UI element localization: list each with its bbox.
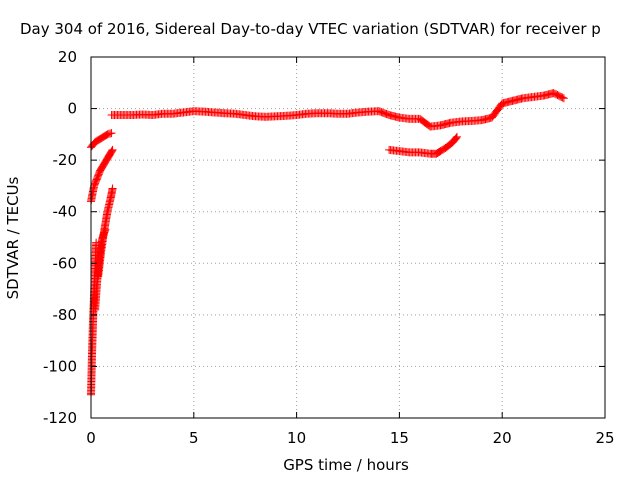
data-point — [434, 148, 443, 157]
y-tick-label: 20 — [58, 48, 77, 66]
data-point — [107, 146, 116, 155]
data-point — [452, 132, 461, 141]
data-point — [107, 147, 116, 156]
data-point — [451, 134, 460, 143]
y-tick-label: -20 — [53, 151, 78, 169]
data-series — [87, 89, 568, 399]
plot-frame — [90, 56, 606, 419]
x-tick-label: 5 — [189, 429, 199, 447]
x-tick-label: 15 — [390, 429, 409, 447]
data-point — [452, 133, 461, 142]
data-point — [559, 94, 568, 103]
data-point — [497, 100, 506, 109]
y-tick-label: -40 — [53, 203, 78, 221]
x-tick-label: 10 — [287, 429, 306, 447]
x-axis-label: GPS time / hours — [283, 456, 409, 474]
y-tick-label: -120 — [43, 409, 77, 427]
data-point — [101, 131, 110, 140]
y-tick-label: 0 — [67, 100, 77, 118]
y-tick-label: -100 — [43, 357, 77, 375]
y-tick-label: -60 — [53, 254, 78, 272]
x-tick-label: 20 — [493, 429, 512, 447]
y-axis-label: SDTVAR / TECUs — [4, 176, 22, 299]
data-point — [108, 184, 117, 193]
y-tick-label: -80 — [53, 306, 78, 324]
data-point — [558, 93, 567, 102]
data-point — [108, 145, 117, 154]
axis-ticks: 0 5 10 15 20 25 -120 -100 -80 -60 -40 -20 0 20 — [43, 48, 615, 447]
chart-title: Day 304 of 2016, Sidereal Day-to-day VTE… — [20, 20, 601, 38]
x-tick-label: 25 — [595, 429, 614, 447]
x-tick-label: 0 — [86, 429, 96, 447]
data-point — [107, 129, 116, 138]
